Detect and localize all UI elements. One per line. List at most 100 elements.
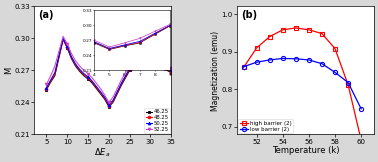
46.25 [69,58,74,60]
Line: high barrier (2): high barrier (2) [242,26,363,142]
46.25 [90,82,94,84]
low barrier (2) [241,66,246,68]
46.25 [77,71,82,73]
low barrier (2) [307,59,311,61]
50.25 [152,64,157,66]
Y-axis label: Magnetization (emu): Magnetization (emu) [211,30,220,110]
Line: 52.25: 52.25 [45,35,173,104]
50.25 [119,82,124,84]
low barrier (2) [294,58,298,60]
Text: (b): (b) [241,10,257,20]
46.25 [156,67,161,69]
48.25 [90,81,94,83]
46.25 [144,66,149,68]
52.25 [140,62,144,64]
low barrier (2) [320,63,324,65]
50.25 [111,99,115,101]
52.25 [73,60,78,62]
48.25 [65,46,70,48]
low barrier (2) [346,81,350,83]
Y-axis label: M: M [4,67,13,74]
48.25 [44,88,49,90]
Line: 50.25: 50.25 [45,37,173,106]
48.25 [123,76,128,78]
48.25 [98,92,103,94]
52.25 [107,101,111,104]
48.25 [57,56,61,58]
46.25 [86,78,90,80]
52.25 [156,62,161,64]
46.25 [123,77,128,79]
46.25 [94,88,99,90]
52.25 [77,65,82,67]
52.25 [127,64,132,66]
46.25 [136,67,140,69]
50.25 [132,66,136,68]
50.25 [156,65,161,67]
48.25 [140,66,144,68]
48.25 [102,97,107,99]
high barrier (2) [241,66,246,68]
48.25 [132,67,136,69]
46.25 [107,106,111,108]
48.25 [48,80,53,82]
48.25 [152,65,157,67]
50.25 [102,96,107,98]
50.25 [136,65,140,67]
52.25 [169,67,174,69]
high barrier (2) [307,29,311,31]
50.25 [140,65,144,67]
52.25 [86,73,90,75]
48.25 [136,66,140,68]
50.25 [169,69,174,71]
46.25 [140,67,144,69]
Line: 46.25: 46.25 [45,38,173,108]
50.25 [123,75,128,77]
high barrier (2) [359,139,363,141]
50.25 [98,91,103,93]
46.25 [148,66,153,68]
50.25 [73,63,78,65]
46.25 [169,72,174,74]
46.25 [61,39,65,40]
X-axis label: Temperature (k): Temperature (k) [272,146,339,155]
high barrier (2) [294,27,298,29]
48.25 [82,74,86,76]
52.25 [57,50,61,52]
52.25 [82,69,86,71]
52.25 [111,96,115,98]
Line: low barrier (2): low barrier (2) [242,56,363,111]
48.25 [111,100,115,102]
high barrier (2) [333,48,337,50]
52.25 [136,62,140,64]
52.25 [94,82,99,84]
48.25 [148,65,153,67]
48.25 [61,39,65,40]
48.25 [107,105,111,107]
48.25 [77,69,82,71]
48.25 [86,77,90,79]
50.25 [90,80,94,82]
52.25 [119,79,124,81]
52.25 [123,72,128,74]
46.25 [44,89,49,91]
52.25 [65,43,70,45]
48.25 [69,57,74,59]
50.25 [94,86,99,87]
46.25 [48,81,53,83]
52.25 [48,75,53,77]
52.25 [115,88,119,90]
52.25 [165,64,169,66]
46.25 [115,93,119,95]
50.25 [107,104,111,106]
46.25 [57,57,61,59]
48.25 [165,68,169,70]
46.25 [65,47,70,49]
46.25 [82,75,86,77]
52.25 [152,61,157,63]
46.25 [73,65,78,67]
52.25 [44,83,49,85]
low barrier (2) [268,59,272,61]
high barrier (2) [346,84,350,86]
48.25 [144,65,149,67]
